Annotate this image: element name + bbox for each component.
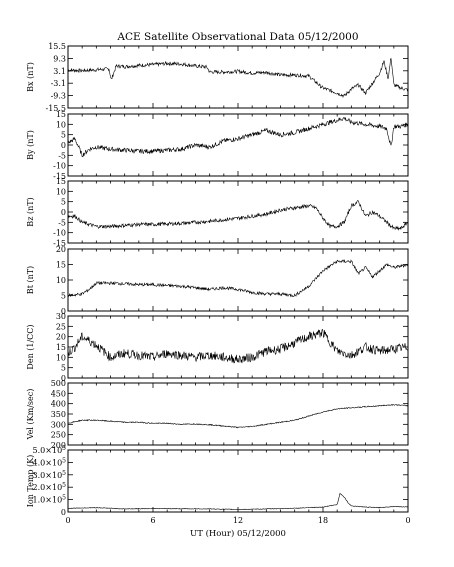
y-tick-label: 450 [51, 389, 66, 398]
y-tick-label: -5 [58, 218, 66, 227]
panel-bx: 15.5 9.3 3.1 -3.1 -9.3 -15.5 Bx (nT) [26, 42, 409, 113]
y-tick-label: 0 [61, 307, 66, 316]
y-tick-label: 9.3 [53, 54, 66, 63]
panel-frame [67, 248, 409, 312]
y-tick-label: 10 [56, 120, 66, 129]
series-line-bt [67, 259, 409, 298]
y-tick-label: 3.1 [53, 67, 66, 76]
y-tick-label: 30 [56, 312, 66, 321]
panel-frame [67, 180, 409, 244]
y-tick-label: 400 [51, 400, 66, 409]
y-axis-label: Bx (nT) [26, 62, 35, 92]
series-line-den [67, 328, 409, 364]
y-tick-label: 15 [56, 343, 66, 352]
y-tick-label: 10 [56, 353, 66, 362]
y-tick-label: 5 [61, 364, 66, 373]
series-line-by [67, 117, 409, 158]
x-tick-label: 12 [233, 516, 243, 525]
y-tick-label: -15 [53, 172, 66, 181]
y-tick-label: 250 [51, 431, 66, 440]
y-tick-label: 5 [61, 292, 66, 301]
y-axis-label: Bz (nT) [26, 197, 35, 226]
y-tick-label: 0 [61, 208, 66, 217]
y-tick-label: 5 [61, 131, 66, 140]
y-axis-label: Ion Temp (K) [26, 455, 35, 508]
y-tick-label: 0 [61, 508, 66, 517]
y-tick-label: 5.0×105 [33, 445, 67, 455]
y-tick-label: 2.0×105 [33, 482, 67, 492]
series-line-bz [67, 200, 409, 231]
y-tick-label: 200 [51, 441, 66, 450]
y-tick-label: 15 [56, 261, 66, 270]
series-line-bx [67, 58, 409, 99]
y-tick-label: 15 [56, 110, 66, 119]
x-tick-label: 6 [150, 516, 155, 525]
y-tick-label: 0 [61, 141, 66, 150]
y-tick-label: 3.0×105 [33, 470, 67, 480]
x-tick-label: 0 [65, 516, 70, 525]
y-axis-label: Bt (nT) [26, 266, 35, 294]
y-tick-label: -9.3 [51, 92, 66, 101]
panel-bt: 20 15 10 5 0 Bt (nT) [26, 245, 409, 316]
y-tick-label: 10 [56, 276, 66, 285]
y-tick-label: -3.1 [51, 79, 66, 88]
y-tick-label: 350 [51, 410, 66, 419]
y-axis-label: Den (1/CC) [26, 324, 35, 369]
y-tick-label: 5 [61, 198, 66, 207]
y-tick-label: 20 [56, 333, 66, 342]
y-axis-label: By (nT) [26, 130, 35, 160]
panel-frame [67, 315, 409, 379]
x-tick-label: 18 [318, 516, 328, 525]
y-tick-label: 15 [56, 177, 66, 186]
y-tick-label: 500 [51, 379, 66, 388]
y-tick-label: 15.5 [48, 42, 66, 51]
panels: 15.59.33.1-3.1-9.3-15.5Bx (nT)151050-5-1… [26, 42, 411, 525]
panel-temp: 5.0×105 4.0×105 3.0×105 2.0×105 1.0×105 0 Ion … [26, 445, 409, 517]
x-tick-label: 0 [405, 516, 410, 525]
series-line-vel [67, 404, 409, 429]
panel-frame [67, 382, 409, 446]
series-line-temp [67, 492, 409, 511]
y-tick-label: 0 [61, 374, 66, 383]
chart-title: ACE Satellite Observational Data 05/12/2… [116, 31, 358, 43]
panel-frame [67, 45, 409, 109]
y-tick-label: -5 [58, 151, 66, 160]
y-tick-label: 4.0×105 [33, 457, 67, 467]
y-tick-label: 1.0×105 [33, 495, 67, 505]
panel-frame [67, 449, 409, 513]
y-tick-label: 10 [56, 187, 66, 196]
y-tick-label: -15.5 [45, 104, 66, 113]
x-axis-label: UT (Hour) 05/12/2000 [190, 528, 286, 539]
y-tick-label: 20 [56, 245, 66, 254]
y-tick-label: 25 [56, 322, 66, 331]
y-tick-label: 300 [51, 420, 66, 429]
y-axis-label: Vel (Km/sec) [26, 389, 35, 441]
y-tick-label: -15 [53, 239, 66, 248]
y-tick-label: -10 [53, 229, 66, 238]
y-tick-label: -10 [53, 162, 66, 171]
